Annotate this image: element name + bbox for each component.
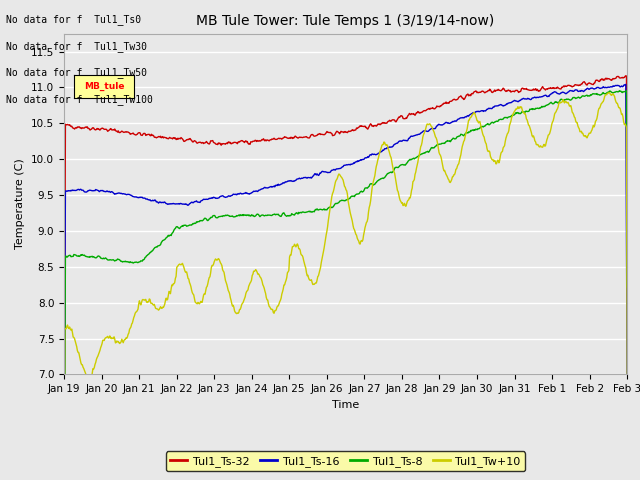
Legend: Tul1_Ts-32, Tul1_Ts-16, Tul1_Ts-8, Tul1_Tw+10: Tul1_Ts-32, Tul1_Ts-16, Tul1_Ts-8, Tul1_… (166, 451, 525, 471)
Text: MB_tule: MB_tule (84, 82, 124, 92)
Text: No data for f  Tul1_Tw100: No data for f Tul1_Tw100 (6, 94, 153, 105)
X-axis label: Time: Time (332, 400, 359, 409)
Text: No data for f  Tul1_Tw50: No data for f Tul1_Tw50 (6, 67, 147, 78)
Text: No data for f  Tul1_Ts0: No data for f Tul1_Ts0 (6, 14, 141, 25)
Title: MB Tule Tower: Tule Temps 1 (3/19/14-now): MB Tule Tower: Tule Temps 1 (3/19/14-now… (196, 14, 495, 28)
Text: No data for f  Tul1_Tw30: No data for f Tul1_Tw30 (6, 41, 147, 52)
Y-axis label: Temperature (C): Temperature (C) (15, 158, 26, 250)
